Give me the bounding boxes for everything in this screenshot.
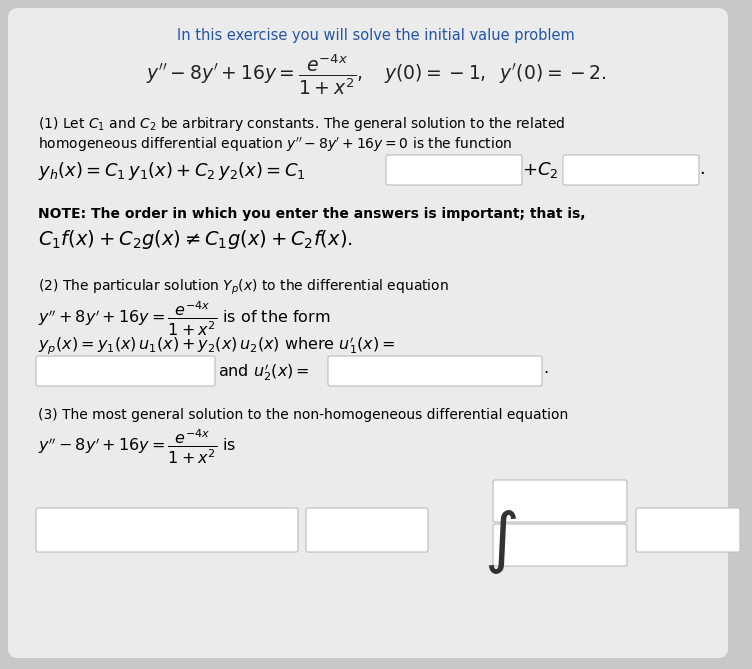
Text: $y_p(x) = y_1(x)\, u_1(x) + y_2(x)\, u_2(x)$ where $u_1'(x) =$: $y_p(x) = y_1(x)\, u_1(x) + y_2(x)\, u_2…: [38, 334, 396, 356]
Text: and $u_2'(x) =$: and $u_2'(x) =$: [218, 361, 310, 383]
Text: $\int$: $\int$: [484, 508, 517, 576]
Text: $y'' - 8y' + 16y = \dfrac{e^{-4x}}{1+x^2}$ is: $y'' - 8y' + 16y = \dfrac{e^{-4x}}{1+x^2…: [38, 428, 237, 466]
Text: (1) Let $C_1$ and $C_2$ be arbitrary constants. The general solution to the rela: (1) Let $C_1$ and $C_2$ be arbitrary con…: [38, 115, 566, 133]
Text: $y_h(x) = C_1\, y_1(x) + C_2\, y_2(x) = C_1$: $y_h(x) = C_1\, y_1(x) + C_2\, y_2(x) = …: [38, 160, 306, 182]
FancyBboxPatch shape: [328, 356, 542, 386]
Text: homogeneous differential equation $y'' - 8y' + 16y = 0$ is the function: homogeneous differential equation $y'' -…: [38, 136, 512, 154]
FancyBboxPatch shape: [493, 524, 627, 566]
Text: $C_1f(x) + C_2g(x) \neq C_1g(x) + C_2f(x).$: $C_1f(x) + C_2g(x) \neq C_1g(x) + C_2f(x…: [38, 228, 353, 251]
FancyBboxPatch shape: [36, 508, 298, 552]
Text: $+C_2$: $+C_2$: [522, 160, 559, 180]
Text: $y'' - 8y' + 16y = \dfrac{e^{-4x}}{1+x^2},\quad y(0) = -1,\;\; y'(0) = -2.$: $y'' - 8y' + 16y = \dfrac{e^{-4x}}{1+x^2…: [146, 52, 606, 97]
Text: (3) The most general solution to the non-homogeneous differential equation: (3) The most general solution to the non…: [38, 408, 569, 422]
Text: (2) The particular solution $Y_p(x)$ to the differential equation: (2) The particular solution $Y_p(x)$ to …: [38, 278, 449, 297]
Text: $y'' + 8y' + 16y = \dfrac{e^{-4x}}{1+x^2}$ is of the form: $y'' + 8y' + 16y = \dfrac{e^{-4x}}{1+x^2…: [38, 300, 331, 339]
FancyBboxPatch shape: [636, 508, 740, 552]
Text: In this exercise you will solve the initial value problem: In this exercise you will solve the init…: [177, 28, 575, 43]
FancyBboxPatch shape: [493, 480, 627, 522]
FancyBboxPatch shape: [36, 356, 215, 386]
Text: .: .: [699, 160, 705, 178]
Text: NOTE: The order in which you enter the answers is important; that is,: NOTE: The order in which you enter the a…: [38, 207, 586, 221]
FancyBboxPatch shape: [386, 155, 522, 185]
FancyBboxPatch shape: [306, 508, 428, 552]
FancyBboxPatch shape: [563, 155, 699, 185]
Text: .: .: [543, 361, 548, 376]
FancyBboxPatch shape: [8, 8, 728, 658]
